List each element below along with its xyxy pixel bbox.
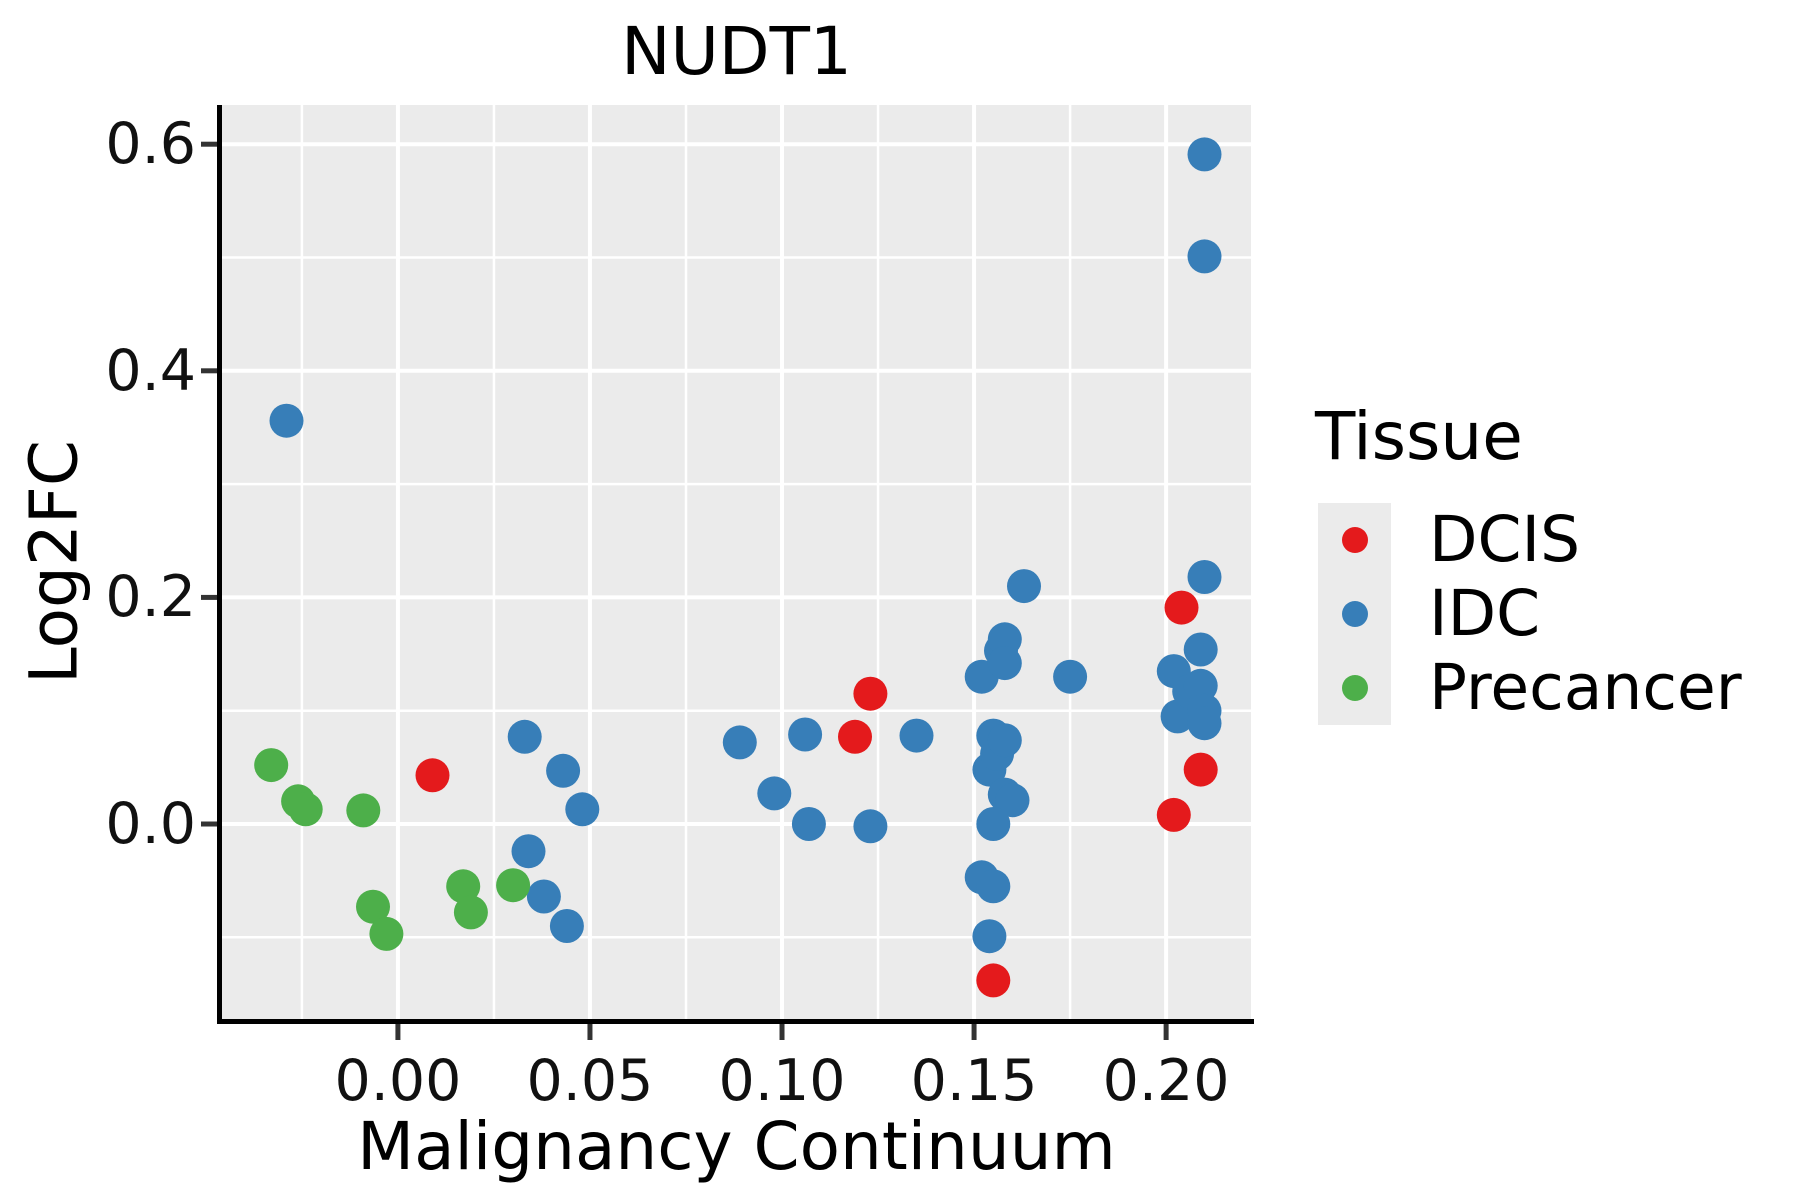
legend-label-precancer: Precancer bbox=[1429, 651, 1742, 724]
data-point-idc bbox=[987, 622, 1022, 657]
data-point-idc bbox=[976, 869, 1011, 904]
chart-title: NUDT1 bbox=[621, 13, 852, 90]
x-tick-mark bbox=[587, 1024, 593, 1040]
legend: Tissue DCIS IDC Precancer bbox=[1315, 398, 1742, 725]
data-point-dcis bbox=[1183, 752, 1218, 787]
data-point-idc bbox=[565, 792, 600, 827]
y-tick-label-0.0: 0.0 bbox=[105, 791, 196, 857]
x-tick-label-0.20: 0.20 bbox=[1102, 1048, 1230, 1114]
data-point-precancer bbox=[254, 748, 289, 783]
legend-row-precancer: Precancer bbox=[1318, 651, 1742, 725]
legend-key-precancer bbox=[1318, 651, 1391, 725]
data-point-idc bbox=[853, 809, 888, 844]
data-point-idc bbox=[1007, 569, 1041, 604]
y-axis-spine bbox=[217, 105, 222, 1024]
x-axis-label: Malignancy Continuum bbox=[357, 1108, 1116, 1185]
data-point-idc bbox=[526, 879, 561, 914]
data-point-idc bbox=[995, 783, 1030, 818]
data-point-idc bbox=[987, 646, 1022, 681]
data-point-idc bbox=[1183, 668, 1218, 703]
x-tick-label-0.00: 0.00 bbox=[334, 1048, 462, 1114]
data-point-idc bbox=[722, 725, 757, 760]
data-point-idc bbox=[511, 834, 546, 869]
legend-label-idc: IDC bbox=[1429, 577, 1541, 650]
legend-label-dcis: DCIS bbox=[1429, 503, 1581, 576]
x-tick-label-0.15: 0.15 bbox=[910, 1048, 1038, 1114]
data-point-idc bbox=[757, 776, 792, 811]
data-point-idc bbox=[1187, 560, 1222, 594]
y-axis-label: Log2FC bbox=[15, 440, 93, 684]
data-point-idc bbox=[791, 807, 826, 841]
data-point-idc bbox=[507, 719, 542, 754]
data-point-precancer bbox=[288, 792, 323, 827]
data-point-idc bbox=[269, 403, 304, 438]
legend-row-idc: IDC bbox=[1318, 577, 1742, 651]
x-axis-spine bbox=[217, 1019, 1254, 1024]
precancer-dot-icon bbox=[1341, 675, 1368, 701]
legend-title: Tissue bbox=[1315, 398, 1523, 475]
data-point-idc bbox=[899, 718, 934, 753]
legend-row-dcis: DCIS bbox=[1318, 503, 1742, 577]
y-tick-mark bbox=[201, 821, 217, 827]
y-tick-mark bbox=[201, 594, 217, 600]
idc-dot-icon bbox=[1341, 601, 1368, 627]
data-point-dcis bbox=[838, 719, 872, 754]
data-point-idc bbox=[1187, 239, 1222, 274]
y-tick-mark bbox=[201, 141, 217, 147]
data-point-precancer bbox=[369, 916, 404, 951]
y-tick-label-0.2: 0.2 bbox=[105, 564, 196, 631]
panel-background bbox=[222, 105, 1251, 1019]
data-point-dcis bbox=[853, 676, 888, 711]
x-tick-mark bbox=[971, 1024, 977, 1040]
data-point-idc bbox=[987, 723, 1022, 758]
data-point-idc bbox=[546, 753, 581, 788]
data-point-idc bbox=[976, 807, 1011, 841]
data-point-dcis bbox=[976, 963, 1011, 998]
data-point-dcis bbox=[1164, 590, 1199, 625]
y-tick-label-0.4: 0.4 bbox=[105, 337, 196, 404]
x-tick-mark bbox=[1163, 1024, 1169, 1040]
data-point-idc bbox=[788, 717, 823, 752]
dcis-dot-icon bbox=[1341, 527, 1368, 553]
x-tick-label-0.05: 0.05 bbox=[526, 1048, 654, 1114]
data-point-precancer bbox=[453, 895, 488, 930]
data-point-idc bbox=[972, 919, 1007, 954]
data-point-precancer bbox=[346, 793, 381, 828]
data-point-idc bbox=[1053, 659, 1088, 694]
data-point-idc bbox=[549, 909, 584, 943]
legend-key-dcis bbox=[1318, 503, 1391, 577]
data-point-idc bbox=[1187, 137, 1222, 172]
data-point-precancer bbox=[496, 868, 531, 903]
x-tick-mark bbox=[779, 1024, 785, 1040]
legend-rows: DCIS IDC Precancer bbox=[1318, 503, 1742, 725]
data-point-precancer bbox=[356, 889, 390, 924]
y-tick-mark bbox=[201, 368, 217, 374]
data-point-idc bbox=[1187, 706, 1222, 741]
data-point-idc bbox=[1183, 632, 1218, 667]
x-tick-mark bbox=[395, 1024, 401, 1040]
legend-key-idc bbox=[1318, 577, 1391, 651]
data-point-dcis bbox=[1156, 797, 1191, 832]
data-point-precancer bbox=[446, 869, 481, 904]
x-tick-label-0.10: 0.10 bbox=[718, 1048, 846, 1114]
y-tick-label-0.6: 0.6 bbox=[105, 111, 196, 178]
data-point-dcis bbox=[415, 758, 450, 793]
